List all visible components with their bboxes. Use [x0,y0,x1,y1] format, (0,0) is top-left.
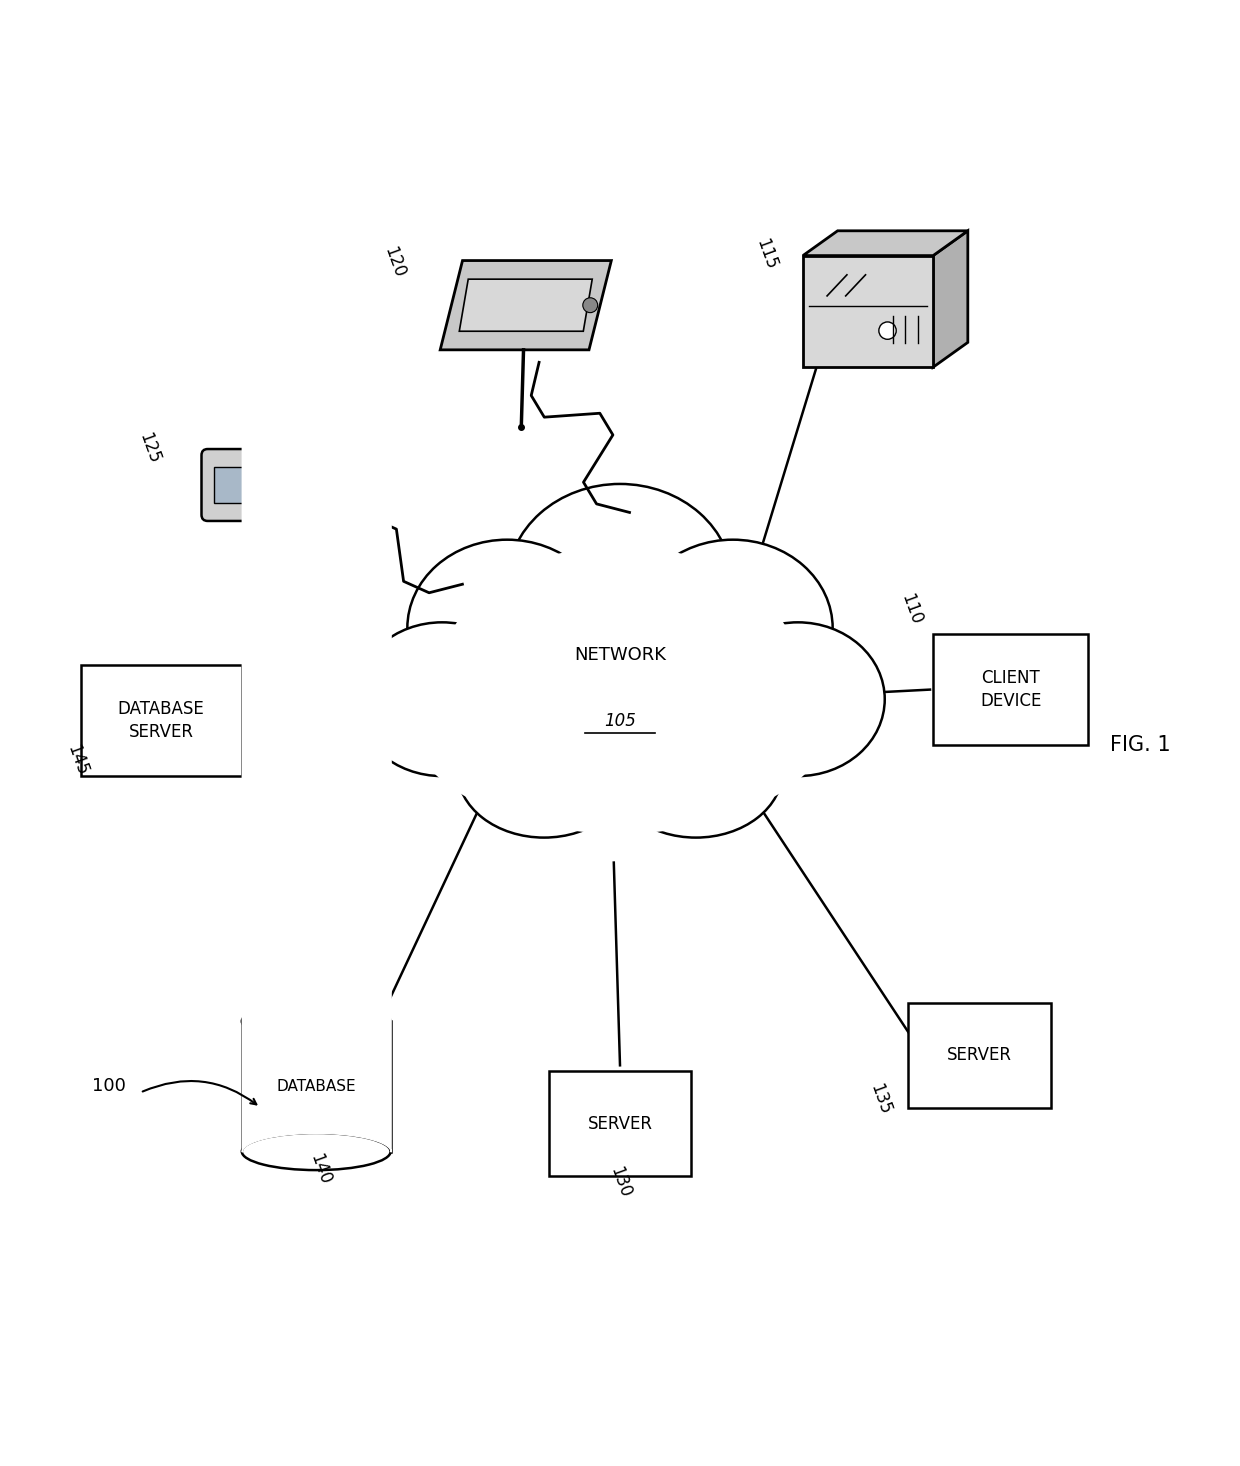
Ellipse shape [609,704,782,837]
FancyBboxPatch shape [201,449,283,520]
Ellipse shape [507,484,733,683]
Circle shape [283,472,306,497]
Text: 135: 135 [867,1080,894,1117]
Ellipse shape [435,545,805,834]
Text: NETWORK: NETWORK [574,647,666,664]
Text: SERVER: SERVER [588,1114,652,1133]
Text: 115: 115 [753,236,780,273]
Bar [242,1022,391,1151]
Ellipse shape [632,539,833,717]
Text: DATABASE: DATABASE [277,1079,356,1094]
Text: 140: 140 [306,1151,334,1187]
Polygon shape [932,230,967,366]
Bar [81,664,242,777]
Text: 145: 145 [63,742,91,778]
Bar [549,1070,692,1176]
Ellipse shape [632,539,833,717]
Ellipse shape [711,623,884,776]
Bar [215,468,252,503]
Text: 100: 100 [92,1078,126,1095]
Bar [908,1003,1052,1108]
Ellipse shape [356,623,528,776]
Polygon shape [804,230,967,255]
Text: 105: 105 [604,711,636,730]
Circle shape [879,323,897,339]
Circle shape [583,298,598,312]
Text: SERVER: SERVER [947,1047,1012,1064]
Ellipse shape [609,704,782,837]
Circle shape [273,463,317,507]
Text: 130: 130 [606,1164,634,1199]
Ellipse shape [458,704,631,837]
Ellipse shape [242,1133,391,1170]
Text: 120: 120 [381,243,408,280]
Polygon shape [459,279,593,331]
Ellipse shape [407,539,608,717]
Text: 125: 125 [135,430,162,466]
Ellipse shape [407,539,608,717]
Ellipse shape [711,623,884,776]
Bar [932,633,1089,745]
Ellipse shape [242,1003,391,1039]
Ellipse shape [403,583,837,834]
Ellipse shape [356,623,528,776]
Bar [804,255,932,366]
Text: CLIENT
DEVICE: CLIENT DEVICE [980,668,1042,711]
Ellipse shape [507,484,733,683]
Ellipse shape [435,545,805,834]
Ellipse shape [458,704,631,837]
Text: 110: 110 [898,591,925,627]
Polygon shape [440,261,611,350]
Text: DATABASE
SERVER: DATABASE SERVER [118,699,205,742]
Text: FIG. 1: FIG. 1 [1111,736,1171,755]
